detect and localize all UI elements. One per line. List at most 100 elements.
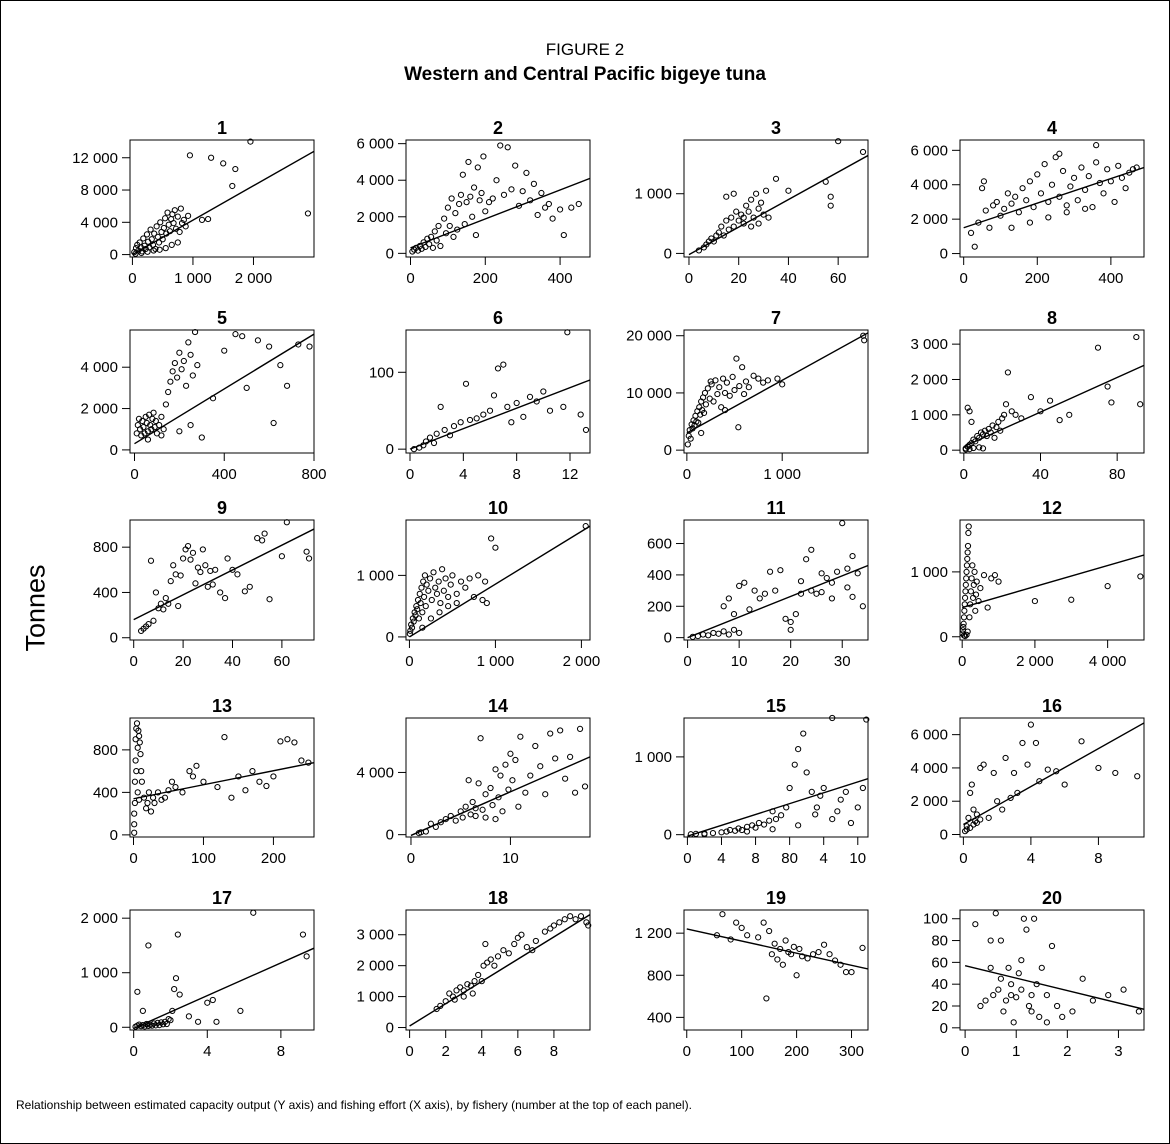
data-point (453, 590, 460, 597)
data-point (818, 589, 825, 596)
data-point (169, 368, 176, 375)
data-point (132, 736, 139, 743)
data-point (462, 380, 470, 387)
data-point (837, 796, 844, 803)
x-tick-label: 200 (473, 270, 498, 287)
y-tick-label: 6 000 (910, 727, 948, 744)
data-point (968, 575, 975, 582)
data-point (771, 940, 778, 947)
data-point (1018, 957, 1025, 964)
y-tick-label: 0 (664, 827, 672, 844)
panel-title: 12 (1042, 498, 1062, 518)
data-point (489, 802, 496, 809)
data-point (504, 403, 511, 410)
data-point (470, 184, 478, 191)
data-point (433, 590, 441, 597)
data-point (581, 783, 589, 790)
data-point (1082, 186, 1089, 193)
data-point (457, 191, 465, 198)
data-point (561, 916, 568, 923)
data-point (502, 761, 509, 768)
data-point (765, 214, 772, 221)
data-point (1122, 185, 1129, 192)
data-point (844, 584, 851, 591)
panel-12: 12 0 1 000 0 2 000 4 000 (910, 498, 1145, 670)
data-point (165, 787, 172, 794)
x-tick-label: 0 (961, 1043, 969, 1060)
data-point (453, 987, 460, 994)
data-point (162, 595, 169, 602)
plot-frame (959, 139, 1145, 258)
data-point (991, 572, 999, 579)
data-point (710, 398, 717, 405)
data-point (977, 585, 984, 592)
data-point (476, 197, 483, 204)
data-point (827, 193, 834, 200)
data-point (477, 735, 484, 742)
data-point (1120, 986, 1127, 993)
data-point (213, 1018, 220, 1025)
y-tick-label: 0 (940, 827, 948, 844)
data-point (452, 817, 459, 824)
data-point (967, 601, 974, 608)
data-point (963, 826, 970, 833)
data-point (418, 245, 425, 252)
data-point (484, 959, 491, 966)
data-point (437, 599, 444, 607)
data-point (178, 220, 186, 227)
data-point (1008, 408, 1015, 415)
y-tick-label: 1 000 (80, 965, 118, 982)
data-point (436, 609, 443, 616)
data-point (451, 996, 458, 1003)
x-tick-label: 400 (212, 466, 237, 483)
x-tick-label: 0 (405, 653, 413, 670)
panel-5: 5 0 2 000 4 000 0 400 800 (80, 308, 326, 483)
data-point (849, 593, 856, 600)
data-point (547, 925, 554, 932)
data-point (263, 782, 270, 790)
data-point (571, 789, 579, 796)
data-point (494, 953, 502, 960)
y-tick-label: 10 000 (626, 385, 672, 402)
data-point (457, 808, 464, 815)
data-point (761, 590, 769, 597)
data-point (1008, 981, 1015, 988)
data-point (1118, 174, 1126, 181)
data-point (152, 589, 160, 596)
data-point (1108, 399, 1115, 406)
x-tick-label: 1 000 (174, 270, 212, 287)
data-point (143, 1020, 150, 1028)
data-point (774, 956, 781, 963)
data-point (713, 932, 721, 939)
data-point (969, 562, 976, 569)
data-point (500, 361, 507, 368)
data-point (505, 786, 512, 793)
data-point (725, 226, 732, 233)
data-point (466, 575, 473, 582)
data-point (144, 436, 152, 443)
data-point (270, 773, 277, 780)
y-tick-label: 8 000 (80, 182, 118, 199)
data-point (1026, 219, 1034, 226)
data-point (782, 937, 789, 944)
data-point (1137, 573, 1144, 580)
data-point (426, 434, 434, 441)
data-point (461, 220, 468, 228)
y-tick-label: 1 200 (634, 925, 672, 942)
data-point (209, 996, 216, 1004)
data-point (989, 422, 996, 429)
data-point (187, 556, 194, 563)
data-point (249, 768, 256, 775)
fit-line (410, 177, 590, 249)
data-point (228, 794, 235, 801)
data-point (798, 953, 806, 960)
data-point (1105, 991, 1112, 999)
data-point (1104, 583, 1111, 590)
data-point (963, 562, 971, 569)
data-point (429, 244, 437, 251)
data-point (970, 444, 977, 452)
data-point (1048, 181, 1056, 188)
x-tick-label: 4 (1027, 850, 1035, 867)
data-point (827, 202, 834, 209)
data-point (695, 247, 703, 254)
